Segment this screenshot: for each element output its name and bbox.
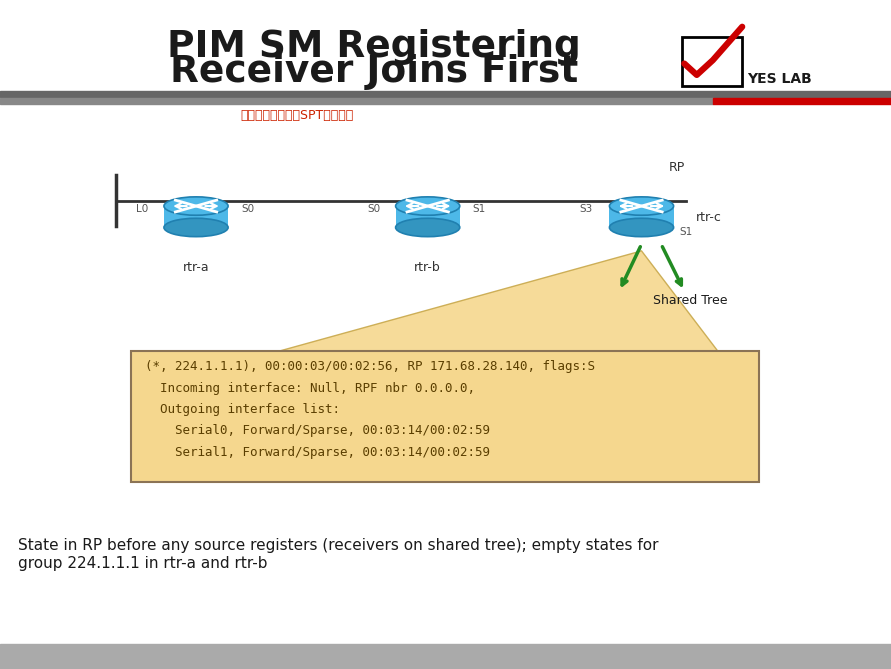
Ellipse shape <box>164 197 228 215</box>
Text: rtr-a: rtr-a <box>183 261 209 274</box>
Ellipse shape <box>164 218 228 237</box>
Text: Serial0, Forward/Sparse, 00:03:14/00:02:59: Serial0, Forward/Sparse, 00:03:14/00:02:… <box>145 424 490 438</box>
Text: PIM SM Registering: PIM SM Registering <box>168 29 581 65</box>
Text: Serial1, Forward/Sparse, 00:03:14/00:02:59: Serial1, Forward/Sparse, 00:03:14/00:02:… <box>145 446 490 459</box>
FancyBboxPatch shape <box>396 207 460 227</box>
Ellipse shape <box>396 197 460 215</box>
Text: S0: S0 <box>241 204 254 214</box>
Bar <box>0 91 891 97</box>
Text: S3: S3 <box>580 204 593 214</box>
Polygon shape <box>134 251 748 391</box>
Text: Shared Tree: Shared Tree <box>653 294 728 307</box>
Text: group 224.1.1.1 in rtr-a and rtr-b: group 224.1.1.1 in rtr-a and rtr-b <box>18 556 267 571</box>
Text: 先有共享树后形成SPT树的情况: 先有共享树后形成SPT树的情况 <box>241 108 354 122</box>
FancyBboxPatch shape <box>609 207 674 227</box>
Text: S1: S1 <box>680 227 692 237</box>
Text: rtr-c: rtr-c <box>695 211 722 223</box>
Text: S0: S0 <box>368 204 380 214</box>
Ellipse shape <box>609 197 674 215</box>
Ellipse shape <box>396 218 460 237</box>
Text: Receiver Joins First: Receiver Joins First <box>170 54 578 90</box>
FancyBboxPatch shape <box>131 351 759 482</box>
Text: L0: L0 <box>136 204 149 214</box>
Text: S0: S0 <box>631 227 643 237</box>
Bar <box>0 98 713 104</box>
Text: State in RP before any source registers (receivers on shared tree); empty states: State in RP before any source registers … <box>18 538 658 553</box>
Text: Incoming interface: Null, RPF nbr 0.0.0.0,: Incoming interface: Null, RPF nbr 0.0.0.… <box>145 381 475 395</box>
Bar <box>0 644 891 669</box>
FancyBboxPatch shape <box>682 37 742 86</box>
FancyBboxPatch shape <box>164 207 228 227</box>
Text: YES LAB: YES LAB <box>747 72 812 86</box>
Ellipse shape <box>609 218 674 237</box>
Text: RP: RP <box>669 161 685 173</box>
Bar <box>713 98 891 104</box>
Text: S1: S1 <box>473 204 486 214</box>
Text: (*, 224.1.1.1), 00:00:03/00:02:56, RP 171.68.28.140, flags:S: (*, 224.1.1.1), 00:00:03/00:02:56, RP 17… <box>145 360 595 373</box>
Text: rtr-b: rtr-b <box>414 261 441 274</box>
Text: Outgoing interface list:: Outgoing interface list: <box>145 403 340 416</box>
